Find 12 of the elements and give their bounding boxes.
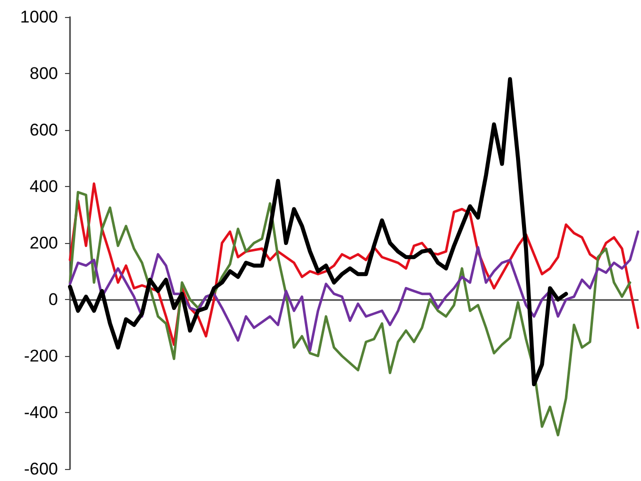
y-tick-label: 400 (30, 177, 58, 196)
y-tick-label: 1000 (20, 8, 58, 26)
line-series (68, 190, 632, 436)
line-series (68, 77, 568, 386)
y-tick-label: 200 (30, 234, 58, 252)
line-series (68, 230, 640, 352)
y-tick-label: -400 (24, 403, 58, 422)
y-tick-label: 800 (30, 64, 58, 83)
y-tick-label: -200 (24, 346, 58, 366)
y-tick-label: 600 (30, 120, 58, 140)
y-tick-label: -600 (24, 460, 58, 478)
y-tick-label: 0 (48, 290, 58, 309)
